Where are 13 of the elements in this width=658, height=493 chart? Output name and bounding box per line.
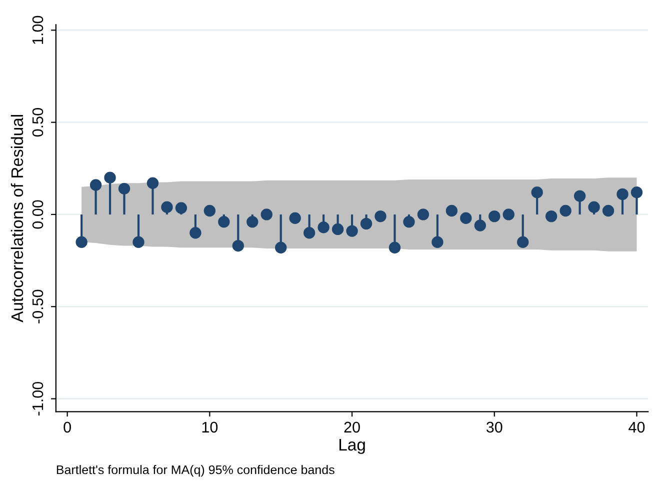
x-tick-label: 0 [64,422,71,433]
x-tick-label: 30 [486,422,502,433]
y-axis-title: Autocorrelations of Residual [10,115,24,322]
y-tick-label: -1.00 [32,382,44,416]
x-tick-label: 10 [202,422,218,433]
text: Bartlett's formula for MA(q) 95% confidence bands [56,464,334,477]
x-tick-label: 20 [344,422,360,433]
y-tick-label: 1.00 [32,16,44,44]
x-tick-label: 40 [628,422,645,433]
x-axis-title: Lag [339,439,365,454]
y-tick-label: 0.50 [32,108,44,137]
y-tick-label: -0.50 [32,290,44,324]
y-tick-label: 0.00 [32,200,44,229]
